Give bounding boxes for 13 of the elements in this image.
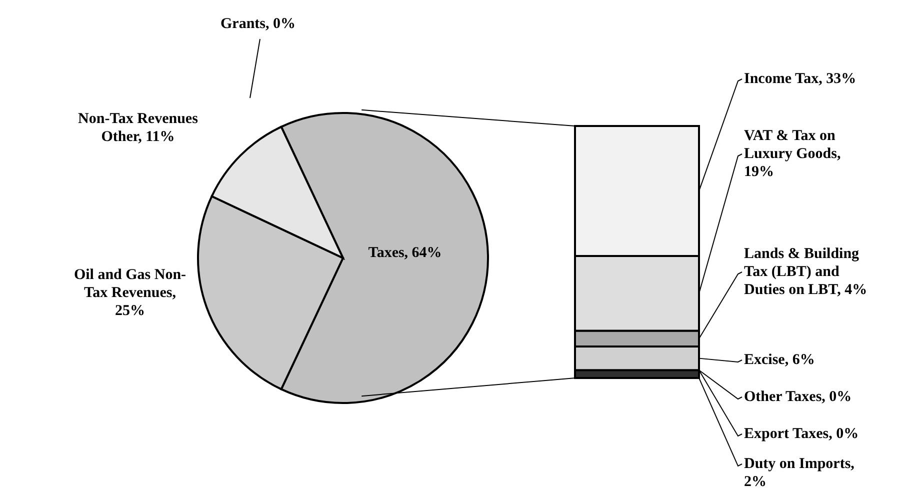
text: Income Tax, 33% (744, 71, 856, 87)
data-label: 19% (744, 164, 774, 180)
category-label: Grants, 0% (220, 16, 296, 32)
slice-label: Taxes, 64% (368, 245, 442, 261)
text: Duty on Imports, (744, 456, 855, 472)
text: VAT & Tax on Luxury Goods, (744, 128, 841, 162)
text: Lands & Building Tax (LBT) and Duties on LBT, 4% (744, 246, 868, 298)
text: Excise, 6% (744, 352, 815, 368)
text: Export Taxes, 0% (744, 426, 859, 442)
slice-label: Oil and Gas Non-Tax Revenues, 25% (74, 267, 186, 319)
slice-label: Non-Tax Revenues Other, 11% (78, 111, 198, 145)
text: Other Taxes, 0% (744, 389, 852, 405)
data-label: 2% (744, 474, 766, 490)
